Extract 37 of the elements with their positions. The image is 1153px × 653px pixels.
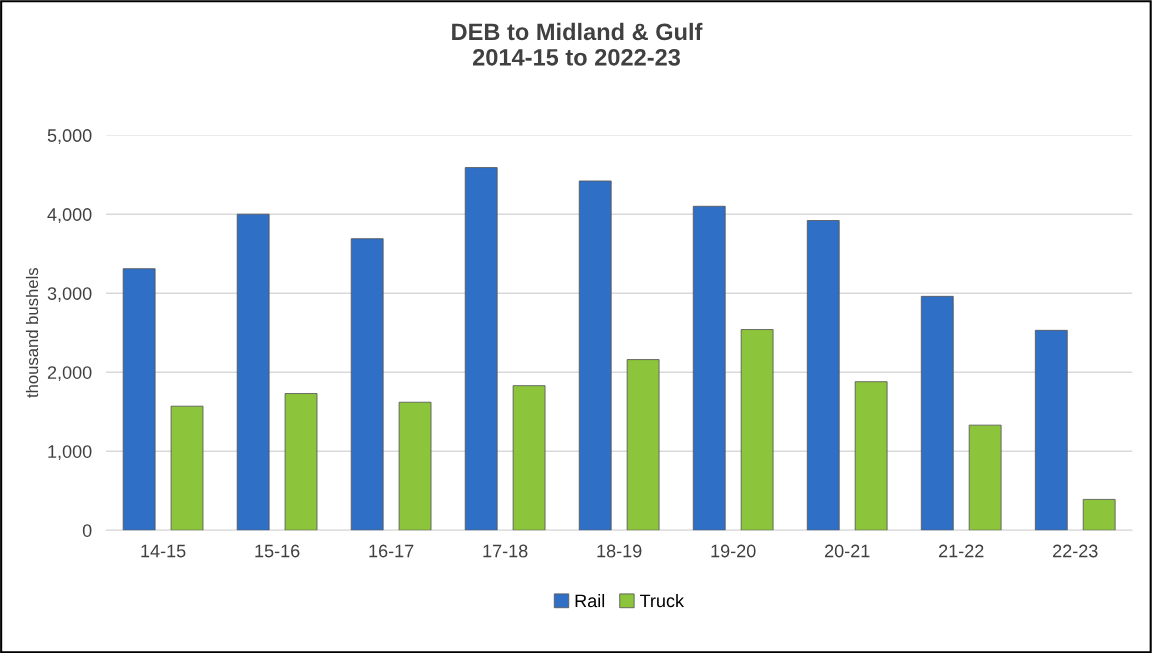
x-tick-label: 17-18 xyxy=(483,544,528,558)
chart-title: DEB to Midland & Gulf 2014-15 to 2022-23 xyxy=(452,22,703,66)
y-tick-label: 3,000 xyxy=(47,287,92,303)
y-tick-label: 1,000 xyxy=(48,445,92,461)
bar xyxy=(578,180,612,531)
bar xyxy=(740,329,774,531)
y-tick-label: 5,000 xyxy=(47,129,92,145)
bar xyxy=(806,220,840,531)
bar xyxy=(920,295,954,531)
x-tick-label: 15-16 xyxy=(255,544,300,558)
bar xyxy=(398,401,432,531)
legend-label: Truck xyxy=(639,593,685,608)
x-tick-label: 19-20 xyxy=(711,544,756,558)
bar xyxy=(512,385,546,531)
bar xyxy=(1082,499,1116,531)
x-tick-label: 14-15 xyxy=(141,544,186,558)
y-axis-title: thousand bushels xyxy=(25,267,39,398)
bar xyxy=(464,167,498,531)
y-tick-label: 4,000 xyxy=(47,208,92,224)
bar xyxy=(122,268,156,531)
x-tick-label: 20-21 xyxy=(825,544,870,558)
bar xyxy=(626,359,660,531)
legend-label: Rail xyxy=(575,593,605,608)
x-tick-label: 21-22 xyxy=(939,544,984,558)
y-tick-label: 0 xyxy=(82,524,92,537)
bar xyxy=(1034,329,1068,531)
bar xyxy=(350,238,384,531)
bar xyxy=(968,424,1002,531)
bar xyxy=(854,381,888,531)
x-tick-label: 16-17 xyxy=(369,544,414,558)
x-tick-label: 18-19 xyxy=(597,544,642,558)
bar xyxy=(170,405,204,531)
y-tick-label: 2,000 xyxy=(47,366,92,382)
x-tick-label: 22-23 xyxy=(1053,544,1098,558)
bar xyxy=(692,205,726,531)
bar xyxy=(236,213,270,531)
bar xyxy=(284,393,318,531)
